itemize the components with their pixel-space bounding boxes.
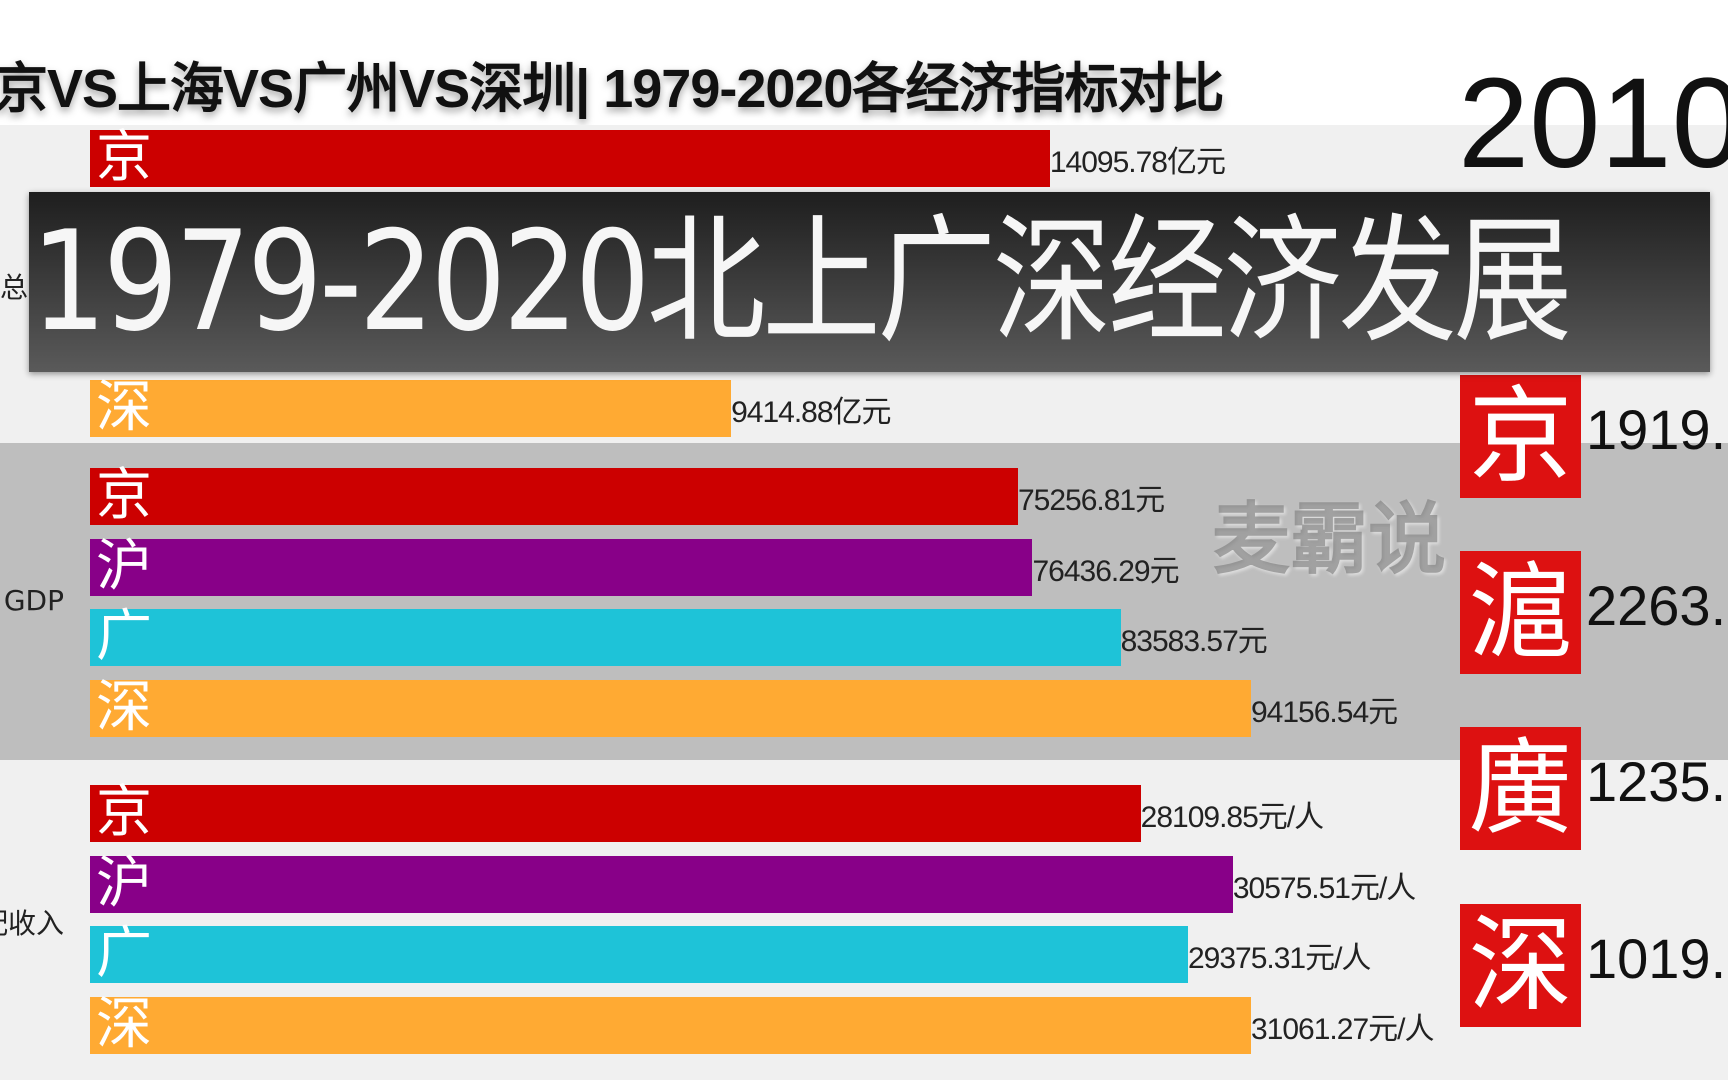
- seal-value: 1919.: [1586, 398, 1727, 461]
- bar: 深: [90, 675, 1251, 739]
- panel-label: GDP: [3, 583, 64, 617]
- panel-2: 配收入京28109.85元/人沪30575.51元/人广29375.31元/人深…: [0, 760, 1728, 1080]
- bar-value-label: 31061.27元/人: [1251, 1012, 1434, 1046]
- seal-value: 1019.: [1586, 927, 1727, 990]
- bar: 深: [90, 376, 732, 440]
- bar-city-label: 京: [96, 463, 152, 528]
- bar-value-label: 14095.78亿元: [1049, 146, 1226, 179]
- bar-value-label: 9414.88亿元: [731, 396, 891, 429]
- caption-overlay: 1979-2020北上广深经济发展: [29, 192, 1710, 372]
- year-label: 2010: [1458, 52, 1728, 195]
- bar-city-label: 广: [96, 604, 152, 669]
- bar-city-label: 广: [96, 921, 152, 986]
- city-seal: 廣: [1460, 727, 1581, 850]
- bar: 京: [90, 126, 1050, 190]
- chart-title: 京VS上海VS广州VS深圳| 1979-2020各经济指标对比: [0, 59, 1224, 119]
- panel-1: GDP 京 75256.81元沪 76436.29元广 83583.57元深 94156.…: [0, 443, 1728, 760]
- bar-value-label: 94156.54元: [1251, 695, 1398, 729]
- bar: 深: [90, 992, 1251, 1056]
- bar-value-label: 76436.29元: [1032, 554, 1179, 588]
- bar-city-label: 深: [96, 991, 152, 1057]
- bar-value-label: 75256.81元: [1017, 484, 1165, 517]
- city-seal: 深: [1460, 904, 1581, 1027]
- bar: 广: [90, 922, 1188, 986]
- bar-city-label: 京: [96, 780, 152, 845]
- bar-city-label: 深: [96, 674, 152, 740]
- bar: 沪: [90, 534, 1033, 598]
- caption-text: 1979-2020北上广深经济发展: [31, 201, 1572, 362]
- city-seal: 滬: [1460, 551, 1581, 674]
- panel-label: 总: [0, 271, 28, 304]
- bar: 京: [90, 464, 1018, 528]
- bar: 京: [90, 781, 1141, 845]
- bar-city-label: 深: [96, 375, 152, 440]
- panel-label: 配收入: [0, 907, 64, 940]
- city-seal: 京: [1460, 375, 1581, 498]
- bar: 广: [90, 605, 1121, 669]
- seal-value: 1235.: [1586, 750, 1727, 813]
- bar-value-label: 30575.51元/人: [1232, 871, 1416, 905]
- bar-city-label: 京: [96, 125, 152, 190]
- bar-value-label: 28109.85元/人: [1140, 801, 1324, 834]
- seal-value: 2263.: [1586, 574, 1727, 637]
- watermark: 麦霸说: [1212, 495, 1447, 585]
- bar-city-label: 沪: [96, 533, 152, 599]
- bar-value-label: 29375.31元/人: [1187, 942, 1371, 975]
- bar-city-label: 沪: [96, 850, 152, 916]
- bar-value-label: 83583.57元: [1120, 625, 1268, 658]
- bar: 沪: [90, 851, 1233, 915]
